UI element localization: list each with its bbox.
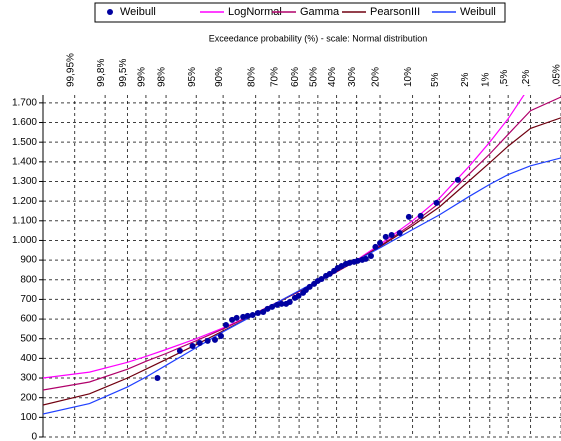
data-point: [254, 309, 261, 316]
data-point: [269, 303, 276, 310]
data-point: [372, 243, 379, 250]
data-point: [229, 316, 236, 323]
x-tick-label: 95%: [187, 67, 198, 87]
y-tick-label: 900: [20, 255, 37, 266]
y-tick-label: 600: [20, 314, 37, 325]
x-tick-label: 10%: [403, 67, 414, 87]
data-point: [189, 342, 196, 349]
data-point: [249, 311, 256, 318]
data-point: [217, 332, 224, 339]
data-point: [377, 240, 384, 247]
data-point: [433, 199, 440, 206]
y-tick-label: 300: [20, 373, 37, 384]
data-point: [176, 347, 183, 354]
legend-label: Weibull: [460, 6, 496, 18]
legend-box: [94, 2, 506, 23]
data-point: [278, 300, 285, 307]
x-tick-label: 98%: [157, 67, 168, 87]
data-point: [454, 176, 461, 183]
data-point: [405, 213, 412, 220]
x-tick-label: ,05%: [552, 64, 561, 87]
plot-area: [43, 95, 561, 415]
x-tick-label: 90%: [214, 67, 225, 87]
y-tick-label: 0: [31, 432, 37, 441]
data-point: [286, 298, 293, 305]
x-tick-label: 60%: [290, 67, 301, 87]
data-point: [388, 231, 395, 238]
fit-curve: [43, 95, 525, 379]
y-tick-label: 800: [20, 274, 37, 285]
data-point: [396, 229, 403, 236]
y-tick-label: 1.700: [12, 98, 37, 109]
y-tick-label: 1.600: [12, 117, 37, 128]
y-tick-label: 1.200: [12, 196, 37, 207]
x-tick-label: 50%: [308, 67, 319, 87]
data-point: [295, 292, 302, 299]
data-point: [204, 337, 211, 344]
data-point: [354, 257, 361, 264]
data-point: [326, 270, 333, 277]
data-point: [223, 321, 230, 328]
x-tick-label: 99,8%: [96, 59, 107, 87]
legend-marker: [107, 9, 113, 15]
data-point: [233, 314, 240, 321]
x-tick-label: 5%: [430, 72, 441, 87]
x-tick-label: 40%: [327, 67, 338, 87]
data-point: [306, 283, 313, 290]
fit-curve: [43, 157, 561, 415]
data-point: [196, 340, 203, 347]
data-point: [240, 313, 247, 320]
data-point: [417, 212, 424, 219]
y-tick-label: 1.100: [12, 215, 37, 226]
data-point: [264, 305, 271, 312]
x-tick-label: 20%: [371, 67, 382, 87]
y-tick-label: 700: [20, 294, 37, 305]
x-tick-label: 30%: [347, 67, 358, 87]
y-tick-label: 500: [20, 333, 37, 344]
y-tick-label: 1.300: [12, 176, 37, 187]
legend-label: LogNormal: [228, 6, 282, 18]
y-tick-label: 400: [20, 353, 37, 364]
data-point: [346, 259, 353, 266]
legend-label: Gamma: [300, 6, 340, 18]
x-tick-label: 2%: [460, 72, 471, 87]
x-tick-label: 99%: [137, 67, 148, 87]
x-tick-label: 80%: [246, 67, 257, 87]
y-tick-label: 100: [20, 412, 37, 423]
data-point: [244, 312, 251, 319]
x-tick-label: ,2%: [521, 70, 532, 87]
fit-curve: [43, 96, 561, 391]
y-tick-label: 1.000: [12, 235, 37, 246]
x-tick-label: 70%: [270, 67, 281, 87]
y-tick-label: 1.400: [12, 156, 37, 167]
data-point: [367, 252, 374, 259]
y-tick-label: 200: [20, 392, 37, 403]
legend-label: Weibull: [120, 6, 156, 18]
legend-label: PearsonIII: [370, 6, 420, 18]
chart-title: Exceedance probability (%) - scale: Norm…: [209, 33, 428, 43]
data-point: [362, 255, 369, 262]
data-point: [154, 375, 161, 382]
data-point: [211, 336, 218, 343]
data-point: [382, 233, 389, 240]
data-point: [318, 275, 325, 282]
data-point: [260, 308, 267, 315]
x-tick-label: 99,95%: [65, 53, 76, 87]
x-tick-label: 99,5%: [118, 59, 129, 87]
x-tick-label: 1%: [480, 72, 491, 87]
x-tick-label: ,5%: [499, 70, 510, 87]
y-tick-label: 1.500: [12, 137, 37, 148]
